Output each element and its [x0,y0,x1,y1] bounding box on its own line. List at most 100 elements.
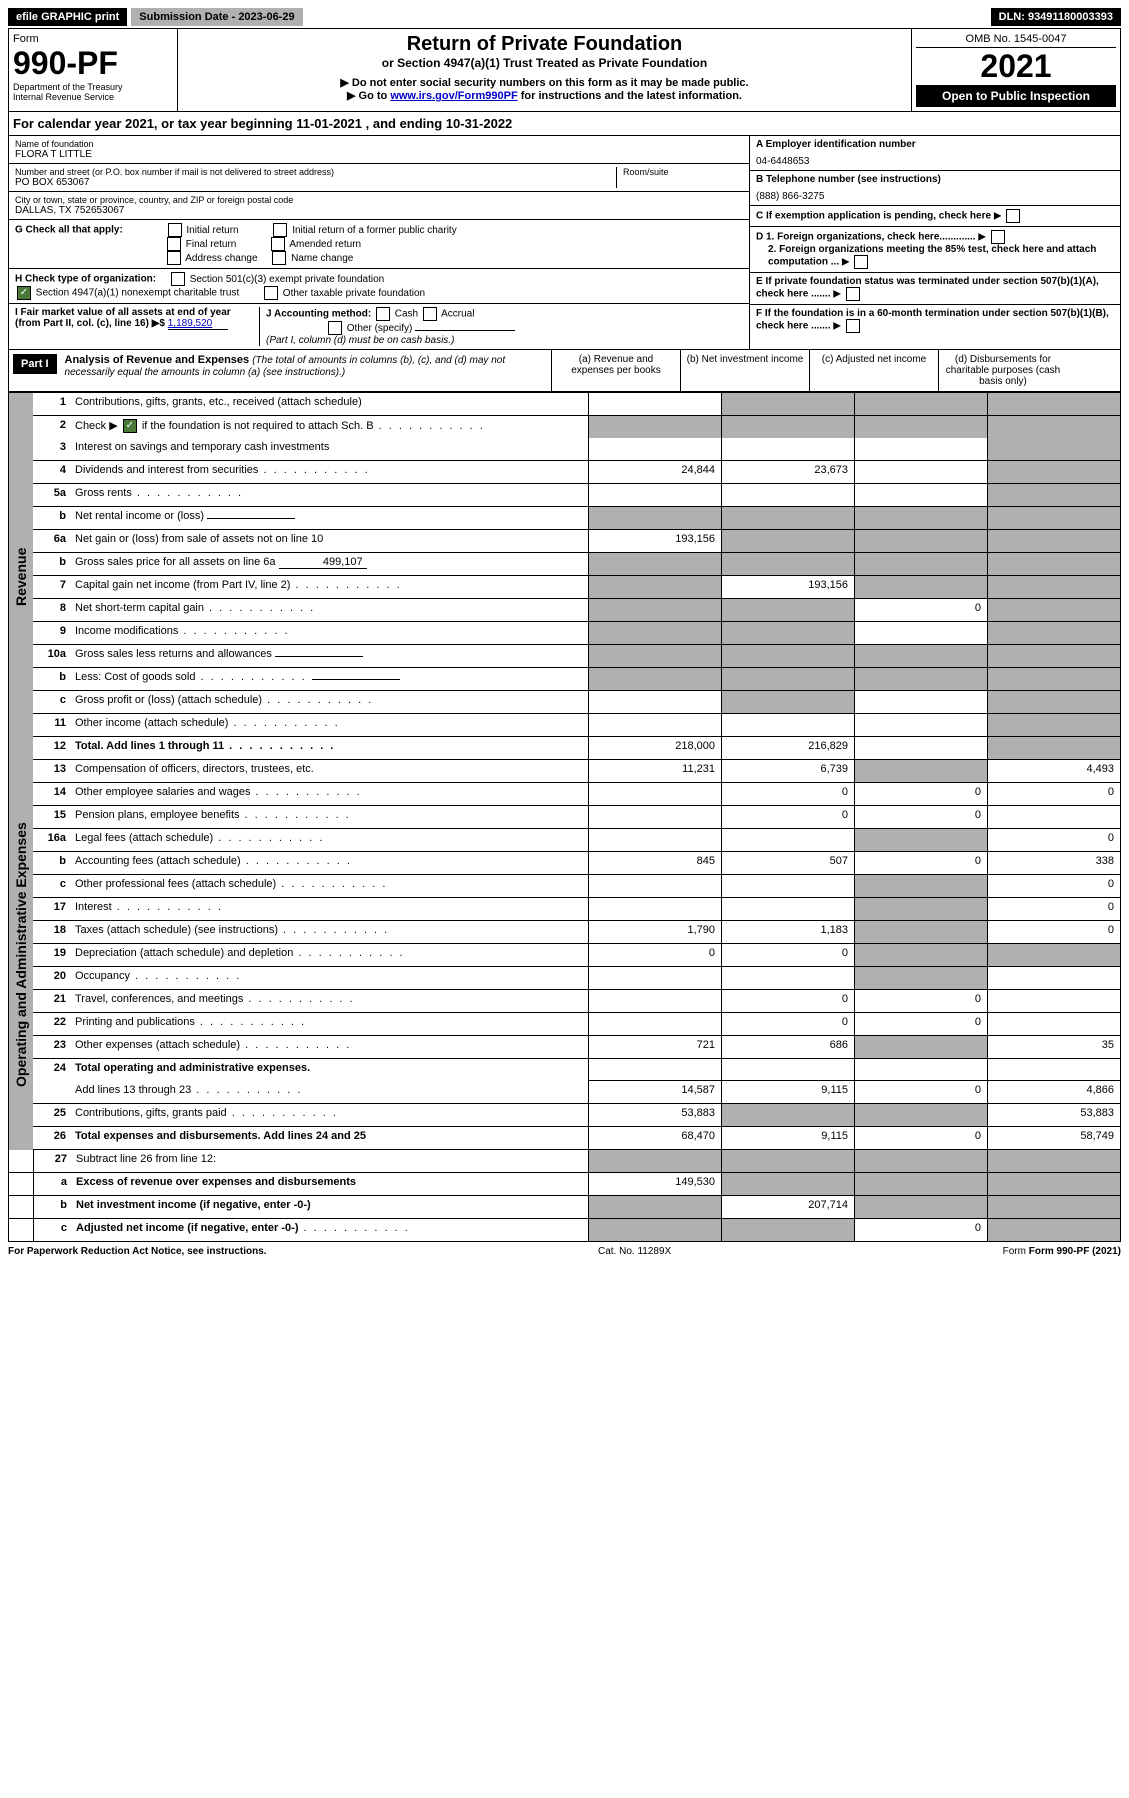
ein: 04-6448653 [756,156,1114,167]
h-opt-0: Section 501(c)(3) exempt private foundat… [190,274,385,285]
line-2: Check ▶ if the foundation is not require… [69,416,588,438]
60-month-cb[interactable] [846,319,860,333]
line-5b: Net rental income or (loss) [69,507,588,529]
g-opt-3: Amended return [289,239,361,250]
phone-label: B Telephone number (see instructions) [756,174,1114,185]
j-label: J Accounting method: [266,309,371,320]
line-20: Occupancy [69,967,588,989]
initial-return-cb[interactable] [168,223,182,237]
line-10a: Gross sales less returns and allowances [69,645,588,667]
addr-label: Number and street (or P.O. box number if… [15,167,616,177]
line-10c: Gross profit or (loss) (attach schedule) [69,691,588,713]
footer-mid: Cat. No. 11289X [598,1246,671,1257]
h-label: H Check type of organization: [15,274,156,285]
line-16a: Legal fees (attach schedule) [69,829,588,851]
col-c-header: (c) Adjusted net income [810,350,939,391]
foreign-85-cb[interactable] [854,255,868,269]
phone: (888) 866-3275 [756,191,1114,202]
col-b-header: (b) Net investment income [681,350,810,391]
other-method-cb[interactable] [328,321,342,335]
cash-cb[interactable] [376,307,390,321]
foreign-org-cb[interactable] [991,230,1005,244]
footer-right: Form Form 990-PF (2021) [1003,1246,1121,1257]
expenses-section: Operating and Administrative Expenses 13… [8,760,1121,1150]
line-16c: Other professional fees (attach schedule… [69,875,588,897]
form-title: Return of Private Foundation [182,33,907,56]
line-1: Contributions, gifts, grants, etc., rece… [69,393,588,415]
calendar-year: For calendar year 2021, or tax year begi… [8,112,1121,136]
g-opt-5: Name change [291,253,353,264]
j-note: (Part I, column (d) must be on cash basi… [266,335,454,346]
line-24b: Add lines 13 through 23 [69,1081,588,1103]
revenue-side-label: Revenue [8,393,33,760]
exemption-pending-cb[interactable] [1006,209,1020,223]
dept: Department of the Treasury [13,82,173,92]
line-27c: Adjusted net income (if negative, enter … [70,1219,588,1241]
name-label: Name of foundation [15,139,743,149]
submission-date: Submission Date - 2023-06-29 [131,8,302,26]
form-number: 990-PF [13,45,173,82]
expenses-side-label: Operating and Administrative Expenses [8,760,33,1150]
street-address: PO BOX 653067 [15,177,616,188]
line-5a: Gross rents [69,484,588,506]
line-25: Contributions, gifts, grants paid [69,1104,588,1126]
initial-former-cb[interactable] [273,223,287,237]
room-label: Room/suite [623,167,743,177]
col-d-header: (d) Disbursements for charitable purpose… [939,350,1067,391]
501c3-cb[interactable] [171,272,185,286]
form-subtitle: or Section 4947(a)(1) Trust Treated as P… [182,56,907,70]
address-change-cb[interactable] [167,251,181,265]
revenue-section: Revenue 1Contributions, gifts, grants, e… [8,392,1121,760]
city-label: City or town, state or province, country… [15,195,743,205]
g-opt-1: Initial return of a former public charit… [292,225,457,236]
section-e: E If private foundation status was termi… [750,273,1120,305]
j-accrual: Accrual [441,309,474,320]
page-footer: For Paperwork Reduction Act Notice, see … [8,1242,1121,1261]
accrual-cb[interactable] [423,307,437,321]
fmv-value[interactable]: 1,189,520 [168,318,228,330]
col-a-header: (a) Revenue and expenses per books [552,350,681,391]
name-change-cb[interactable] [272,251,286,265]
e-label: E If private foundation status was termi… [756,276,1099,300]
form-link[interactable]: www.irs.gov/Form990PF [390,90,517,102]
other-taxable-cb[interactable] [264,286,278,300]
j-cash: Cash [395,309,418,320]
g-opt-0: Initial return [186,225,238,236]
line-10b: Less: Cost of goods sold [69,668,588,690]
line-6a: Net gain or (loss) from sale of assets n… [69,530,588,552]
section-f: F If the foundation is in a 60-month ter… [750,305,1120,336]
entity-info: Name of foundation FLORA T LITTLE Number… [8,136,1121,350]
section-c: C If exemption application is pending, c… [750,206,1120,227]
omb: OMB No. 1545-0047 [916,33,1116,48]
f-label: F If the foundation is in a 60-month ter… [756,308,1109,332]
form-label: Form [13,33,173,45]
schb-cb[interactable] [123,419,137,433]
line-16b: Accounting fees (attach schedule) [69,852,588,874]
part1-header-row: Part I Analysis of Revenue and Expenses … [8,350,1121,392]
note2: ▶ Go to www.irs.gov/Form990PF for instru… [182,89,907,102]
j-other: Other (specify) [347,323,413,334]
final-return-cb[interactable] [167,237,181,251]
line-27: Subtract line 26 from line 12: [70,1150,588,1172]
d1-label: D 1. Foreign organizations, check here..… [756,232,976,243]
status-terminated-cb[interactable] [846,287,860,301]
section-d: D 1. Foreign organizations, check here..… [750,227,1120,273]
ein-label: A Employer identification number [756,139,1114,150]
d2-label: 2. Foreign organizations meeting the 85%… [768,244,1096,268]
city-state-zip: DALLAS, TX 752653067 [15,205,743,216]
line-14: Other employee salaries and wages [69,783,588,805]
g-opt-2: Final return [186,239,237,250]
line-8: Net short-term capital gain [69,599,588,621]
section-j: J Accounting method: Cash Accrual Other … [260,307,743,346]
line-21: Travel, conferences, and meetings [69,990,588,1012]
amended-cb[interactable] [271,237,285,251]
g-label: G Check all that apply: [15,225,123,236]
line-13: Compensation of officers, directors, tru… [69,760,588,782]
line-3: Interest on savings and temporary cash i… [69,438,588,460]
line-24: Total operating and administrative expen… [69,1059,588,1081]
open-public: Open to Public Inspection [916,85,1116,107]
4947-cb[interactable] [17,286,31,300]
g-opt-4: Address change [185,253,257,264]
line-15: Pension plans, employee benefits [69,806,588,828]
efile-btn[interactable]: efile GRAPHIC print [8,8,127,26]
